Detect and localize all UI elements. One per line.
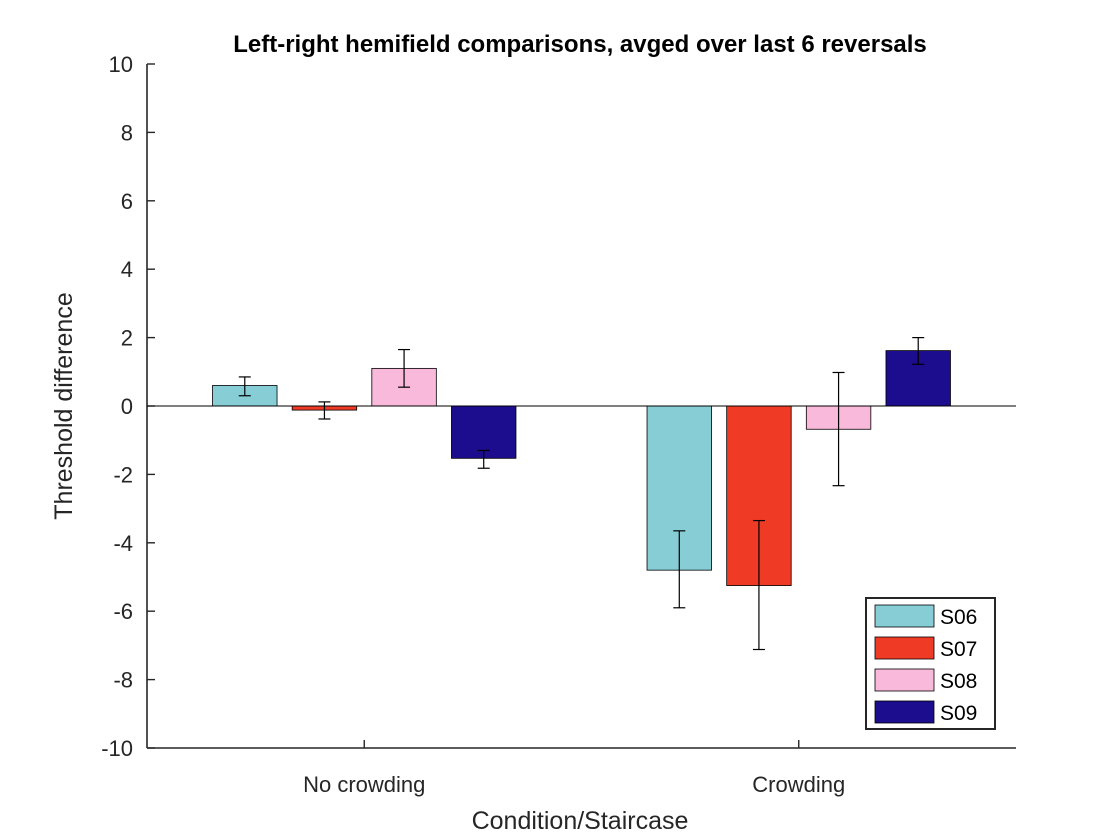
legend-swatch	[874, 668, 935, 692]
x-tick-label: No crowding	[303, 772, 425, 797]
y-tick-label: -8	[113, 668, 133, 693]
y-tick-label: 6	[121, 189, 133, 214]
y-tick-label: 2	[121, 326, 133, 351]
axes: -10 -8 -6 -4 -2 0 2 4 6 8 10 No crowding Crowding	[101, 52, 1016, 797]
y-axis-label: Threshold difference	[50, 292, 78, 519]
legend-label: S06	[940, 606, 977, 629]
legend-label: S09	[940, 702, 977, 725]
legend: S06 S07 S08 S09	[865, 597, 996, 730]
legend-swatch	[874, 604, 935, 628]
y-tick-label: 4	[121, 257, 133, 282]
y-tick-label: -4	[113, 531, 133, 556]
chart-title: Left-right hemifield comparisons, avged …	[233, 31, 927, 58]
legend-label: S08	[940, 670, 977, 693]
x-tick-label: Crowding	[752, 772, 845, 797]
x-axis-label: Condition/Staircase	[472, 807, 689, 835]
y-tick-label: -2	[113, 462, 133, 487]
y-tick-label: -10	[101, 736, 133, 761]
bar	[451, 405, 517, 459]
error-bars	[147, 337, 1016, 651]
legend-swatch	[874, 636, 935, 660]
bars	[212, 350, 951, 586]
y-tick-label: 8	[121, 120, 133, 145]
y-tick-label: -6	[113, 599, 133, 624]
legend-swatch	[874, 700, 935, 724]
y-tick-label: 0	[121, 394, 133, 419]
legend-label: S07	[940, 638, 977, 661]
y-tick-label: 10	[109, 52, 133, 77]
